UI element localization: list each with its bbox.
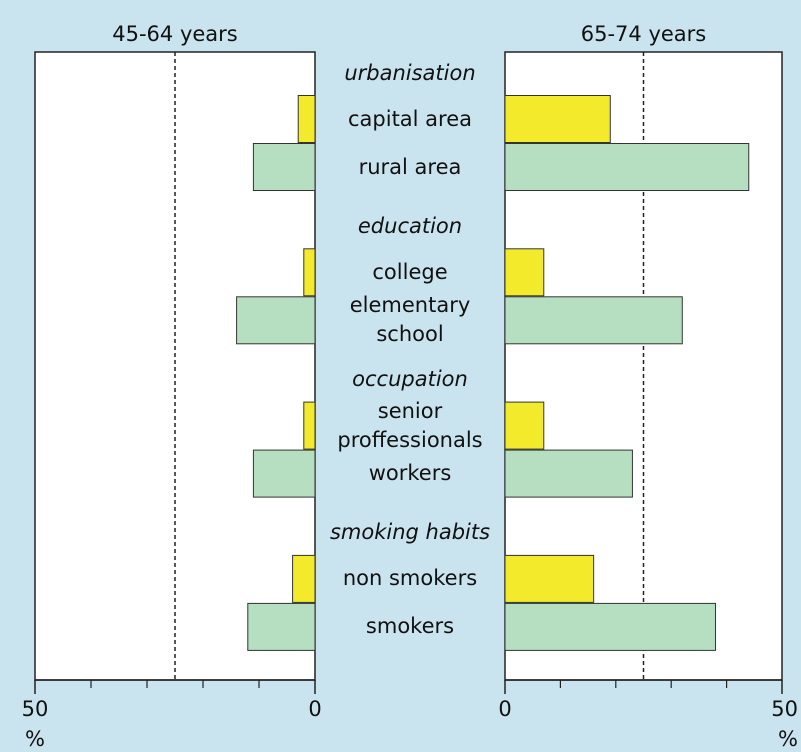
- bar: [252, 143, 316, 191]
- group-label: urbanisation: [344, 60, 476, 85]
- bar: [504, 143, 750, 191]
- group-label: smoking habits: [329, 520, 491, 545]
- category-label: capital area: [347, 106, 473, 131]
- category-label: non smokers: [342, 566, 478, 591]
- bar: [504, 401, 545, 450]
- category-label: smokers: [365, 614, 455, 639]
- panel-title: 65-74 years: [581, 22, 707, 46]
- bar: [504, 95, 611, 143]
- x-tick-label: 0: [498, 697, 511, 721]
- bar: [252, 449, 316, 498]
- category-label: rural area: [358, 154, 462, 179]
- x-tick-label: 50: [771, 697, 798, 721]
- bar: [303, 248, 316, 297]
- category-label: workers: [368, 461, 452, 486]
- category-label: college: [372, 259, 448, 284]
- bar: [292, 554, 316, 603]
- bar: [504, 449, 633, 498]
- category-label: elementary school: [349, 293, 471, 347]
- bar: [504, 296, 683, 345]
- bar: [504, 602, 717, 651]
- x-tick-label: 0: [308, 697, 321, 721]
- bar: [297, 95, 316, 143]
- bar: [504, 248, 545, 297]
- panel-title: 45-64 years: [112, 22, 238, 46]
- x-axis-unit: %: [25, 727, 45, 751]
- bar: [236, 296, 316, 345]
- group-label: occupation: [352, 367, 468, 392]
- bar: [247, 602, 316, 651]
- bar: [303, 401, 316, 450]
- bar: [504, 554, 595, 603]
- x-axis-unit: %: [778, 727, 798, 751]
- category-label: senior proffessionals: [337, 398, 483, 452]
- x-tick-label: 50: [22, 697, 49, 721]
- group-label: education: [357, 213, 463, 238]
